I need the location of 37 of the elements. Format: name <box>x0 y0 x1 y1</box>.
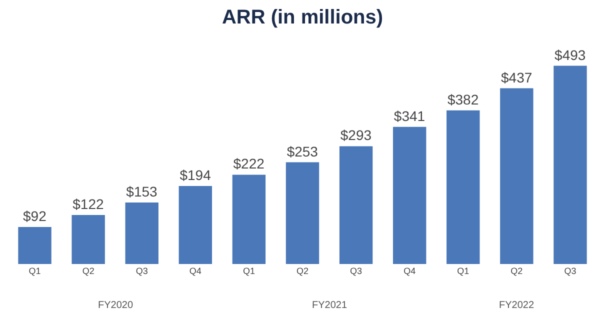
x-tick-label: Q2 <box>296 266 309 276</box>
chart-title: ARR (in millions) <box>222 6 384 28</box>
data-label: $222 <box>233 156 265 172</box>
x-tick-label: Q2 <box>82 266 94 276</box>
data-label: $153 <box>126 183 158 200</box>
bar <box>392 126 426 264</box>
bar <box>446 110 480 264</box>
bar <box>286 162 320 264</box>
text: FY2022 <box>499 300 534 311</box>
bar <box>125 202 158 264</box>
bar <box>500 88 534 264</box>
bar <box>339 146 373 264</box>
x-tick-label: Q1 <box>28 266 41 276</box>
data-label: $382 <box>447 91 479 108</box>
x-tick-label: Q2 <box>510 266 523 276</box>
data-label: $92 <box>22 208 47 224</box>
x-tick-label: Q3 <box>564 266 576 276</box>
data-label: $293 <box>340 127 372 144</box>
bar <box>72 214 105 264</box>
x-tick-label: Q4 <box>189 266 202 276</box>
x-tick-label: Q1 <box>457 266 470 276</box>
bar <box>232 174 266 264</box>
x-tick-label: Q3 <box>350 266 362 276</box>
data-label: $122 <box>72 196 104 212</box>
text: FY2021 <box>312 300 348 311</box>
x-tick-label: Q3 <box>136 266 148 276</box>
data-label: $341 <box>394 108 426 124</box>
bar <box>554 66 587 264</box>
data-label: $194 <box>180 167 212 183</box>
x-tick-label: Q1 <box>242 266 255 276</box>
bar <box>18 227 52 264</box>
data-label: $493 <box>554 46 586 63</box>
bar <box>178 186 212 264</box>
data-label: $437 <box>501 69 532 86</box>
data-label: $253 <box>286 143 318 160</box>
x-tick-label: Q4 <box>404 266 416 276</box>
text: FY2020 <box>98 300 134 311</box>
